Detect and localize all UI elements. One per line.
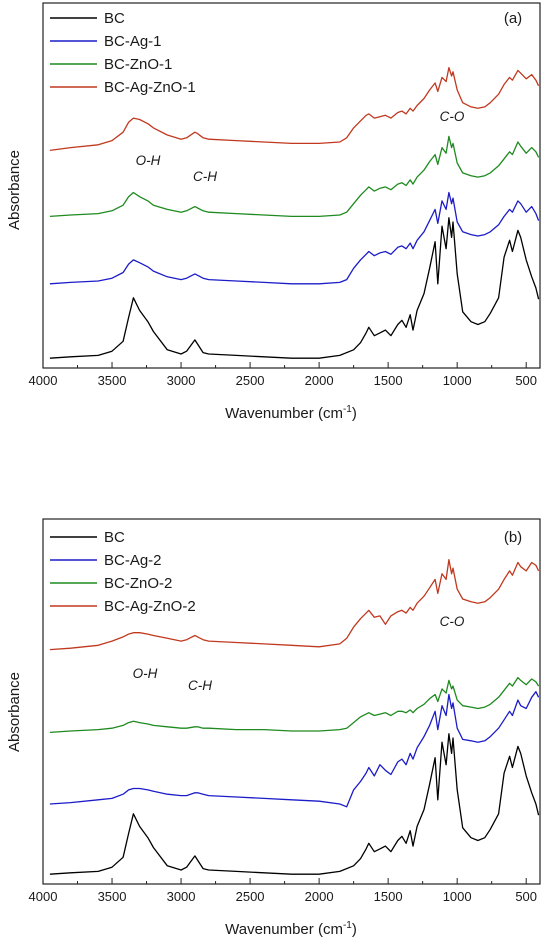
x-axis-title: Wavenumber (cm-1)	[225, 920, 357, 938]
legend-label: BC-Ag-ZnO-1	[104, 79, 196, 96]
peak-label-oh: O-H	[136, 153, 161, 168]
series-line-4	[49, 66, 540, 152]
x-axis-title-text: Wavenumber	[225, 405, 314, 422]
x-tick-label: 2500	[236, 373, 265, 388]
y-axis-title: Absorbance	[6, 672, 23, 752]
series-line-3	[49, 135, 540, 218]
x-axis-unit-exponent: -1	[343, 920, 352, 931]
legend-label: BC-Ag-ZnO-2	[104, 598, 196, 615]
series-line-1	[49, 733, 540, 875]
series-line-4	[49, 559, 540, 651]
peak-label-co: C-O	[440, 614, 465, 629]
x-tick-label: 3500	[98, 889, 127, 904]
x-axis-title: Wavenumber (cm-1)	[225, 404, 357, 422]
legend-label: BC-ZnO-1	[104, 56, 172, 73]
legend-label: BC-ZnO-2	[104, 575, 172, 592]
panel-b: 4000 3500 3000 2500 2000 1500 1000 500 Absorban…	[6, 518, 541, 938]
x-tick-label: 3000	[167, 889, 196, 904]
peak-label-ch: C-H	[188, 678, 212, 693]
x-tick-label: 3000	[167, 373, 196, 388]
series-layer	[49, 66, 540, 359]
series-line-2	[49, 691, 540, 808]
panel-a: 4000 3500 3000 2500 2000 1500 1000 500 Absorban…	[6, 2, 541, 422]
x-ticks: 4000 3500 3000 2500 2000 1500 1000 500	[29, 362, 537, 388]
legend-label: BC-Ag-1	[104, 33, 162, 50]
x-tick-label: 500	[515, 373, 537, 388]
series-line-1	[49, 217, 540, 359]
x-axis-unit-exponent: -1	[343, 404, 352, 415]
series-line-3	[49, 676, 540, 734]
peak-label-ch: C-H	[193, 169, 217, 184]
plot-frame	[42, 2, 541, 369]
x-tick-label: 2000	[305, 889, 334, 904]
peak-label-oh: O-H	[133, 666, 158, 681]
x-tick-label: 1500	[374, 889, 403, 904]
legend-label: BC	[104, 529, 125, 546]
legend-label: BC-Ag-2	[104, 552, 162, 569]
peak-label-co: C-O	[440, 109, 465, 124]
legend: BC BC-Ag-2 BC-ZnO-2 BC-Ag-ZnO-2	[50, 529, 196, 615]
legend: BC BC-Ag-1 BC-ZnO-1 BC-Ag-ZnO-1	[50, 10, 196, 96]
x-tick-label: 3500	[98, 373, 127, 388]
x-tick-label: 4000	[29, 889, 58, 904]
x-tick-label: 2500	[236, 889, 265, 904]
panel-label: (a)	[504, 10, 522, 27]
plot-frame	[42, 518, 541, 885]
x-tick-label: 4000	[29, 373, 58, 388]
x-tick-label: 500	[515, 889, 537, 904]
series-line-2	[49, 191, 540, 285]
x-tick-label: 1000	[443, 889, 472, 904]
x-tick-label: 1500	[374, 373, 403, 388]
panel-label: (b)	[504, 529, 522, 546]
series-layer	[49, 559, 540, 875]
x-ticks: 4000 3500 3000 2500 2000 1500 1000 500	[29, 878, 537, 904]
legend-label: BC	[104, 10, 125, 27]
x-tick-label: 2000	[305, 373, 334, 388]
x-tick-label: 1000	[443, 373, 472, 388]
y-axis-title: Absorbance	[6, 150, 23, 230]
x-axis-title-text: Wavenumber	[225, 921, 314, 938]
